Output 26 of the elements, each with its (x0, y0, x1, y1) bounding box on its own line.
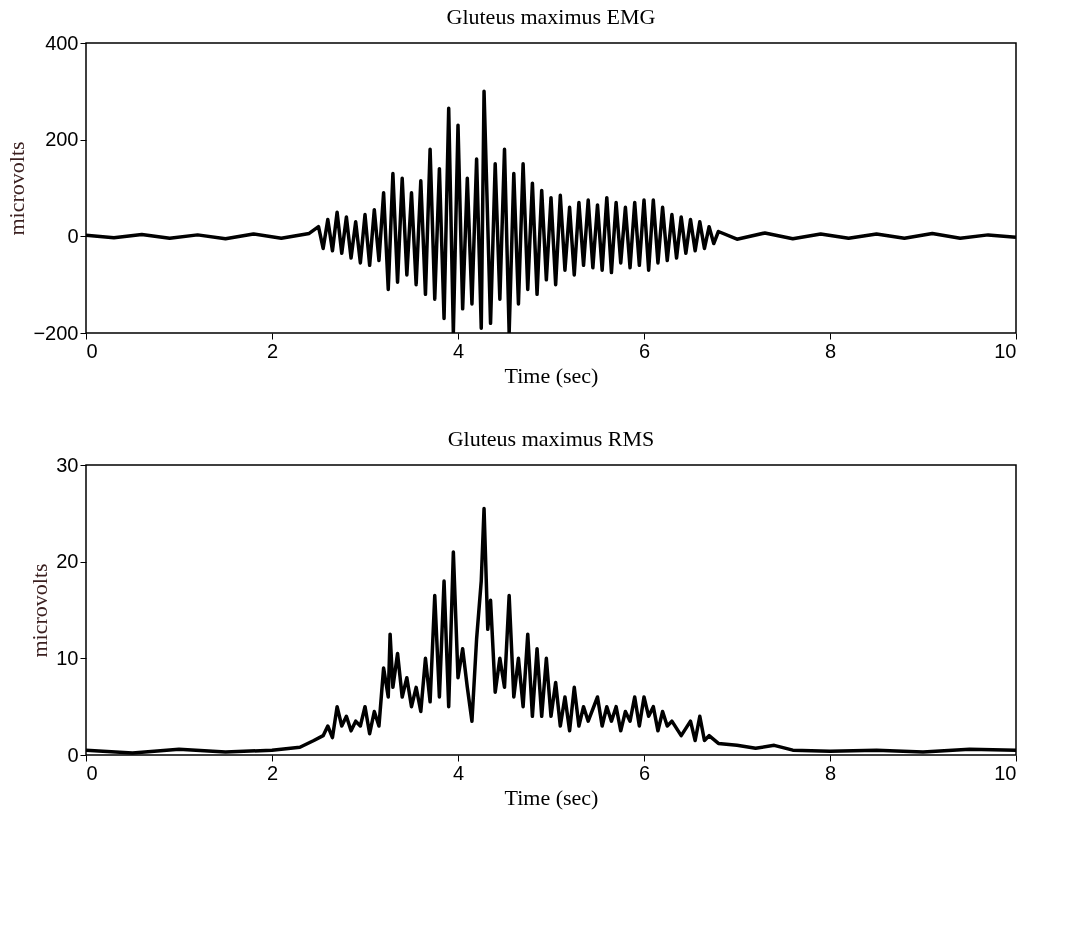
y-axis-title: microvolts (27, 563, 53, 658)
x-tick-label: 0 (86, 339, 98, 362)
y-tick-label: 10 (56, 646, 79, 669)
x-tick-label: 4 (452, 339, 465, 362)
x-tick-label: 4 (452, 761, 465, 784)
y-tick-label: 20 (56, 550, 79, 573)
y-tick-label: 30 (56, 453, 79, 476)
x-tick-label: 10 (994, 339, 1017, 362)
chart-title: Gluteus maximus EMG (446, 4, 656, 29)
y-tick-label: 0 (67, 743, 79, 766)
x-tick-label: 2 (266, 339, 279, 362)
y-tick-label: 0 (67, 224, 79, 247)
x-tick-label: 10 (994, 761, 1017, 784)
x-tick-label: 8 (824, 761, 837, 784)
x-tick-label: 6 (638, 339, 651, 362)
x-tick-label: 6 (638, 761, 651, 784)
chart-title: Gluteus maximus RMS (447, 426, 655, 451)
x-tick-label: 0 (86, 761, 98, 784)
x-axis-title: Time (sec) (504, 784, 599, 810)
x-axis-title: Time (sec) (504, 362, 599, 388)
y-axis-title: microvolts (4, 141, 30, 236)
x-tick-label: 8 (824, 339, 837, 362)
y-tick-label: 400 (45, 31, 79, 54)
x-tick-label: 2 (266, 761, 279, 784)
y-tick-label: 200 (45, 128, 79, 151)
y-tick-label: −200 (33, 321, 79, 344)
